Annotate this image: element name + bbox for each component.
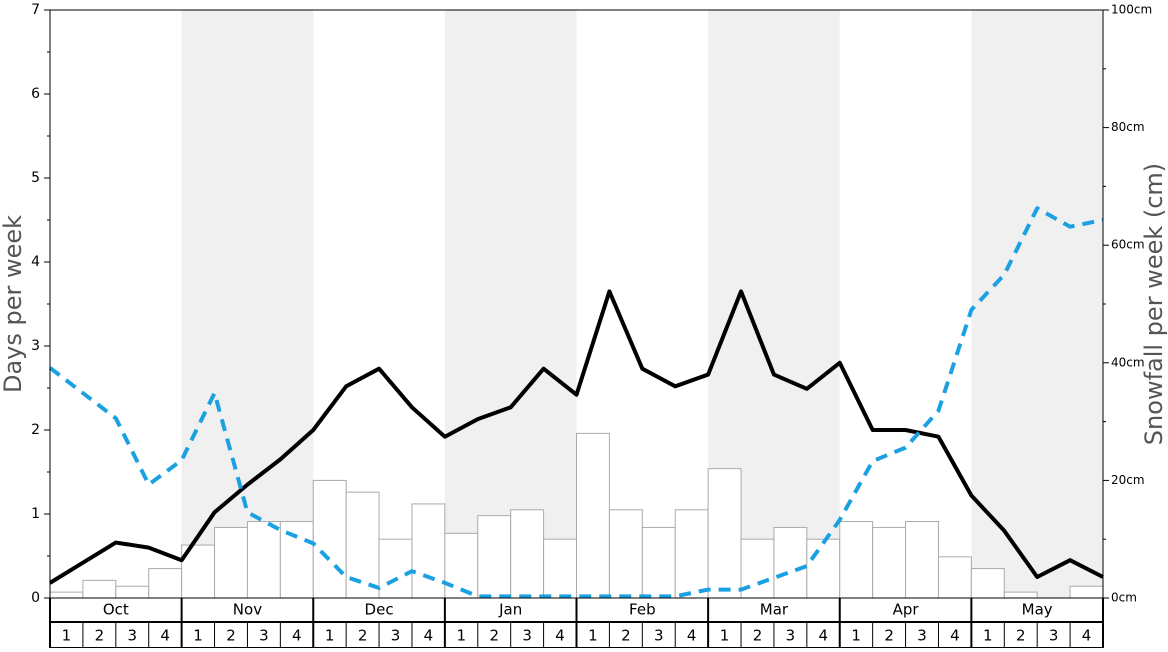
week-label: 3 [1049,627,1059,645]
week-label: 1 [588,627,598,645]
week-label: 3 [391,627,401,645]
week-label: 4 [1082,627,1092,645]
bar [378,538,413,599]
y2-tick-label: 20cm [1111,473,1145,487]
week-label: 1 [720,627,730,645]
week-label: 4 [555,627,565,645]
week-label: 1 [457,627,467,645]
week-label: 1 [851,627,861,645]
bar [970,568,1005,599]
y-axis-label: Days per week [0,215,27,393]
week-label: 3 [786,627,796,645]
bar [477,515,512,599]
bar [576,432,610,599]
week-label: 3 [654,627,664,645]
bar [608,509,643,599]
month-band [444,10,577,598]
month-band [181,10,314,598]
bar [510,509,545,599]
week-label: 4 [160,627,170,645]
bar [839,521,874,599]
week-label: 4 [687,627,697,645]
line [48,289,1104,585]
bar [214,526,248,599]
y-tick-label: 1 [31,506,40,522]
y-tick-label: 3 [31,338,40,354]
y-tick-label: 6 [31,86,40,102]
bar [543,538,577,599]
week-label: 1 [193,627,203,645]
week-label: 2 [358,627,368,645]
bar [674,509,709,599]
y-tick-label: 2 [31,422,40,438]
bar [115,585,150,599]
week-label: 1 [983,627,993,645]
bar [312,479,347,599]
month-label: May [1022,601,1053,619]
y2-tick-label: 0cm [1111,591,1137,605]
bar [246,521,281,599]
month-label: Jan [498,601,522,619]
bar [905,521,939,599]
bar [1069,585,1104,599]
month-label: Oct [103,601,129,619]
month-label: Mar [760,601,789,619]
bar [1003,591,1038,599]
week-label: 3 [127,627,137,645]
y2-tick-label: 80cm [1111,120,1145,134]
bar [279,521,314,599]
y-tick-label: 5 [31,170,40,186]
y2-tick-label: 60cm [1111,238,1145,252]
month-label: Feb [629,601,656,619]
y-tick-label: 0 [31,590,40,606]
bar [49,591,84,599]
bar [773,526,808,599]
week-label: 2 [489,627,499,645]
week-label: 2 [753,627,763,645]
month-label: Apr [893,601,920,619]
bar [82,579,117,599]
week-label: 4 [819,627,829,645]
week-label: 1 [62,627,72,645]
bar [411,503,446,599]
month-band [971,10,1103,598]
line [48,206,1104,599]
bar [872,526,907,599]
week-label: 4 [424,627,434,645]
week-label: 1 [325,627,335,645]
week-label: 4 [292,627,302,645]
week-label: 2 [1016,627,1026,645]
bar [148,568,183,599]
month-label: Dec [365,601,394,619]
month-label: Nov [233,601,262,619]
week-label: 4 [950,627,960,645]
bar [345,491,380,599]
week-label: 2 [884,627,894,645]
y2-tick-label: 100cm [1111,3,1152,17]
bar [806,538,841,599]
bar [937,556,972,599]
bar [641,526,676,599]
bar [707,468,742,599]
y2-tick-label: 40cm [1111,355,1145,369]
week-label: 2 [95,627,105,645]
y-tick-label: 7 [31,2,40,18]
week-label: 3 [917,627,927,645]
y2-axis-label: Snowfall per week (cm) [1140,163,1168,445]
week-label: 3 [522,627,532,645]
week-label: 3 [259,627,269,645]
week-label: 2 [621,627,631,645]
week-label: 2 [226,627,236,645]
y-tick-label: 4 [31,254,40,270]
